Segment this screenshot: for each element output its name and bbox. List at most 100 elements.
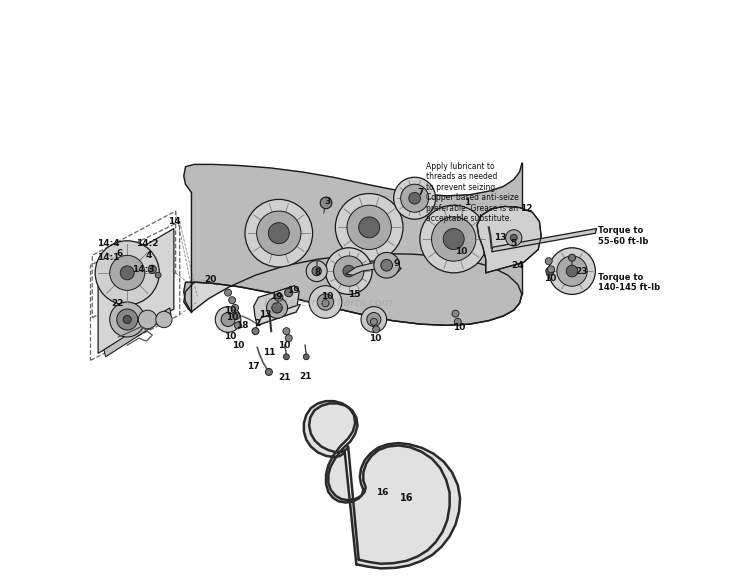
Circle shape bbox=[285, 335, 292, 342]
Circle shape bbox=[548, 266, 554, 273]
Text: 14:3: 14:3 bbox=[132, 265, 154, 274]
Circle shape bbox=[431, 217, 476, 261]
Text: 2: 2 bbox=[254, 319, 260, 328]
Text: 10: 10 bbox=[455, 247, 467, 257]
Circle shape bbox=[117, 309, 138, 330]
Circle shape bbox=[229, 297, 236, 304]
Circle shape bbox=[394, 177, 436, 219]
Circle shape bbox=[510, 234, 518, 241]
Text: 12: 12 bbox=[520, 204, 532, 213]
Text: 19: 19 bbox=[287, 286, 300, 295]
Circle shape bbox=[272, 303, 282, 313]
Text: 10: 10 bbox=[226, 313, 238, 322]
Circle shape bbox=[221, 312, 235, 326]
Polygon shape bbox=[254, 286, 299, 325]
Circle shape bbox=[268, 223, 290, 244]
Circle shape bbox=[312, 266, 321, 276]
Circle shape bbox=[309, 286, 342, 318]
Text: 19: 19 bbox=[269, 292, 282, 301]
Circle shape bbox=[224, 289, 232, 296]
Circle shape bbox=[420, 205, 488, 273]
Circle shape bbox=[95, 241, 159, 305]
Text: 14:2: 14:2 bbox=[136, 239, 159, 248]
Circle shape bbox=[284, 354, 290, 360]
Text: 8: 8 bbox=[315, 268, 321, 278]
Circle shape bbox=[347, 205, 392, 250]
Text: 14:4: 14:4 bbox=[97, 239, 119, 248]
Circle shape bbox=[334, 256, 364, 286]
Text: 10: 10 bbox=[224, 305, 236, 315]
Text: 18: 18 bbox=[236, 321, 248, 330]
Circle shape bbox=[370, 318, 377, 325]
Text: 20: 20 bbox=[205, 275, 217, 285]
Text: 21: 21 bbox=[298, 371, 311, 381]
Text: 17: 17 bbox=[248, 361, 260, 371]
Circle shape bbox=[110, 302, 145, 337]
Text: 10: 10 bbox=[369, 333, 381, 343]
Circle shape bbox=[335, 194, 403, 261]
Circle shape bbox=[549, 248, 596, 294]
Circle shape bbox=[381, 259, 392, 271]
Text: Torque to
140-145 ft-lb: Torque to 140-145 ft-lb bbox=[598, 273, 660, 292]
Circle shape bbox=[343, 265, 355, 277]
Text: ReplacementParts.com: ReplacementParts.com bbox=[263, 298, 393, 308]
Circle shape bbox=[283, 328, 290, 335]
Circle shape bbox=[285, 289, 292, 297]
Circle shape bbox=[317, 294, 334, 310]
Text: 14: 14 bbox=[167, 217, 180, 226]
Text: 6: 6 bbox=[116, 249, 123, 258]
Circle shape bbox=[367, 312, 381, 326]
Circle shape bbox=[266, 297, 287, 318]
Circle shape bbox=[568, 254, 575, 261]
Circle shape bbox=[361, 307, 387, 332]
Circle shape bbox=[120, 266, 134, 280]
Circle shape bbox=[454, 318, 461, 325]
Text: Torque to
55-60 ft-lb: Torque to 55-60 ft-lb bbox=[598, 226, 648, 245]
Circle shape bbox=[266, 368, 272, 375]
Text: 10: 10 bbox=[544, 274, 556, 283]
Text: 21: 21 bbox=[278, 373, 291, 382]
Text: 14:1: 14:1 bbox=[97, 253, 119, 262]
Text: 4: 4 bbox=[146, 251, 152, 260]
Circle shape bbox=[452, 310, 459, 317]
Circle shape bbox=[252, 328, 259, 335]
Text: 10: 10 bbox=[453, 323, 466, 332]
Text: 24: 24 bbox=[512, 261, 524, 270]
Text: 16: 16 bbox=[400, 493, 414, 504]
Polygon shape bbox=[304, 401, 460, 568]
Text: 5: 5 bbox=[511, 239, 517, 248]
Text: 16: 16 bbox=[376, 488, 388, 497]
Text: 1: 1 bbox=[464, 198, 470, 208]
Circle shape bbox=[156, 311, 172, 328]
Text: 23: 23 bbox=[576, 266, 588, 276]
Text: 13: 13 bbox=[494, 233, 506, 243]
Circle shape bbox=[123, 315, 131, 324]
Circle shape bbox=[400, 184, 429, 212]
Circle shape bbox=[326, 248, 372, 294]
Text: 22: 22 bbox=[111, 298, 124, 308]
Circle shape bbox=[303, 354, 309, 360]
Text: 13: 13 bbox=[260, 310, 272, 319]
Polygon shape bbox=[184, 254, 522, 325]
Circle shape bbox=[373, 326, 380, 333]
Circle shape bbox=[545, 258, 552, 265]
Text: 10: 10 bbox=[278, 340, 291, 350]
Circle shape bbox=[374, 252, 400, 278]
Circle shape bbox=[274, 293, 283, 301]
Text: 11: 11 bbox=[262, 348, 275, 357]
Polygon shape bbox=[477, 206, 542, 273]
Circle shape bbox=[409, 192, 421, 204]
Polygon shape bbox=[184, 163, 522, 325]
Text: 9: 9 bbox=[394, 259, 400, 268]
Text: 10: 10 bbox=[232, 340, 244, 350]
Circle shape bbox=[566, 265, 578, 277]
Circle shape bbox=[235, 322, 242, 329]
Circle shape bbox=[155, 272, 161, 278]
Text: 10: 10 bbox=[321, 292, 334, 301]
Text: 3: 3 bbox=[324, 196, 330, 206]
Circle shape bbox=[306, 261, 327, 282]
Polygon shape bbox=[104, 308, 171, 357]
Circle shape bbox=[256, 211, 301, 255]
Circle shape bbox=[148, 265, 156, 273]
Circle shape bbox=[320, 197, 332, 209]
